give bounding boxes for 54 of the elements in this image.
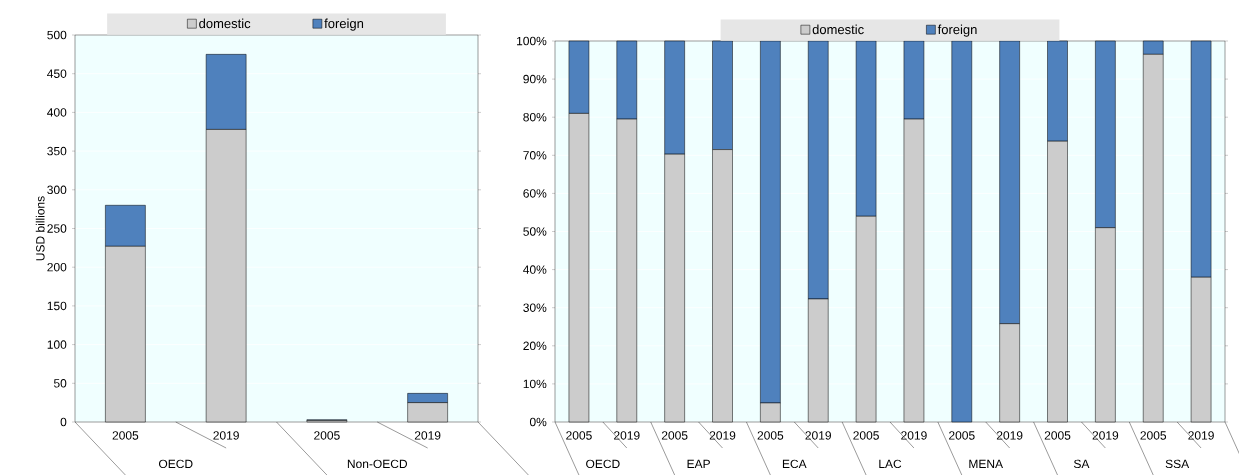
y-tick-label: 70% (523, 151, 547, 160)
text: OECD (586, 459, 620, 469)
x-tick-label: 2005 (566, 431, 592, 440)
y-tick-label: 400 (47, 108, 67, 117)
x-tick-label: 2005 (1140, 431, 1167, 440)
x-tick-label: 2019 (414, 431, 441, 440)
x-tick-label: 2005 (661, 431, 688, 440)
y-tick-label: 100% (517, 36, 547, 46)
y-tick-label: 500 (47, 30, 67, 40)
legend-label: foreign (937, 24, 977, 37)
y-tick-label: 100 (47, 340, 67, 349)
text: MENA (969, 459, 1004, 468)
text: SA (1073, 459, 1090, 469)
x-tick-label: 2019 (901, 431, 927, 440)
x-tick-label: 2005 (757, 431, 784, 440)
text: LAC (879, 459, 902, 469)
text: ECA (782, 459, 807, 469)
text: EAP (687, 459, 710, 468)
text: OECD (158, 459, 193, 469)
y-tick-label: 350 (47, 146, 67, 156)
y-tick-label: 0% (529, 417, 547, 427)
y-tick-label: 30% (523, 303, 547, 312)
legend-label: foreign (324, 18, 364, 31)
y-tick-label: 250 (47, 224, 67, 233)
y-tick-label: 50% (523, 227, 547, 236)
legend-label: domestic (199, 18, 251, 29)
y-axis-title: USD billions (35, 196, 45, 261)
x-tick-label: 2005 (314, 431, 340, 440)
y-tick-label: 450 (47, 69, 67, 78)
y-tick-label: 150 (47, 301, 67, 311)
x-tick-label: 2005 (112, 431, 139, 440)
text: SSA (1165, 459, 1190, 469)
text: Non-OECD (347, 459, 408, 469)
x-tick-label: 2005 (1044, 431, 1071, 440)
x-tick-label: 2019 (805, 431, 831, 440)
x-tick-label: 2019 (213, 431, 239, 440)
x-tick-label: 2019 (1092, 431, 1119, 440)
x-tick-label: 2019 (614, 431, 640, 440)
y-tick-label: 60% (523, 189, 547, 198)
x-tick-label: 2019 (709, 431, 736, 440)
y-tick-label: 40% (523, 265, 547, 274)
y-tick-label: 10% (523, 379, 547, 389)
y-tick-label: 50 (53, 379, 67, 388)
y-tick-label: 0 (60, 417, 67, 427)
y-tick-label: 200 (47, 262, 67, 272)
y-tick-label: 90% (523, 74, 547, 84)
legend-label: domestic (812, 24, 864, 35)
x-tick-label: 2005 (949, 431, 975, 440)
x-tick-label: 2019 (1188, 431, 1214, 440)
x-tick-label: 2019 (996, 431, 1023, 440)
y-tick-label: 20% (523, 341, 547, 351)
x-tick-label: 2005 (853, 431, 879, 440)
y-tick-label: 80% (523, 112, 547, 122)
y-tick-label: 300 (47, 185, 67, 195)
